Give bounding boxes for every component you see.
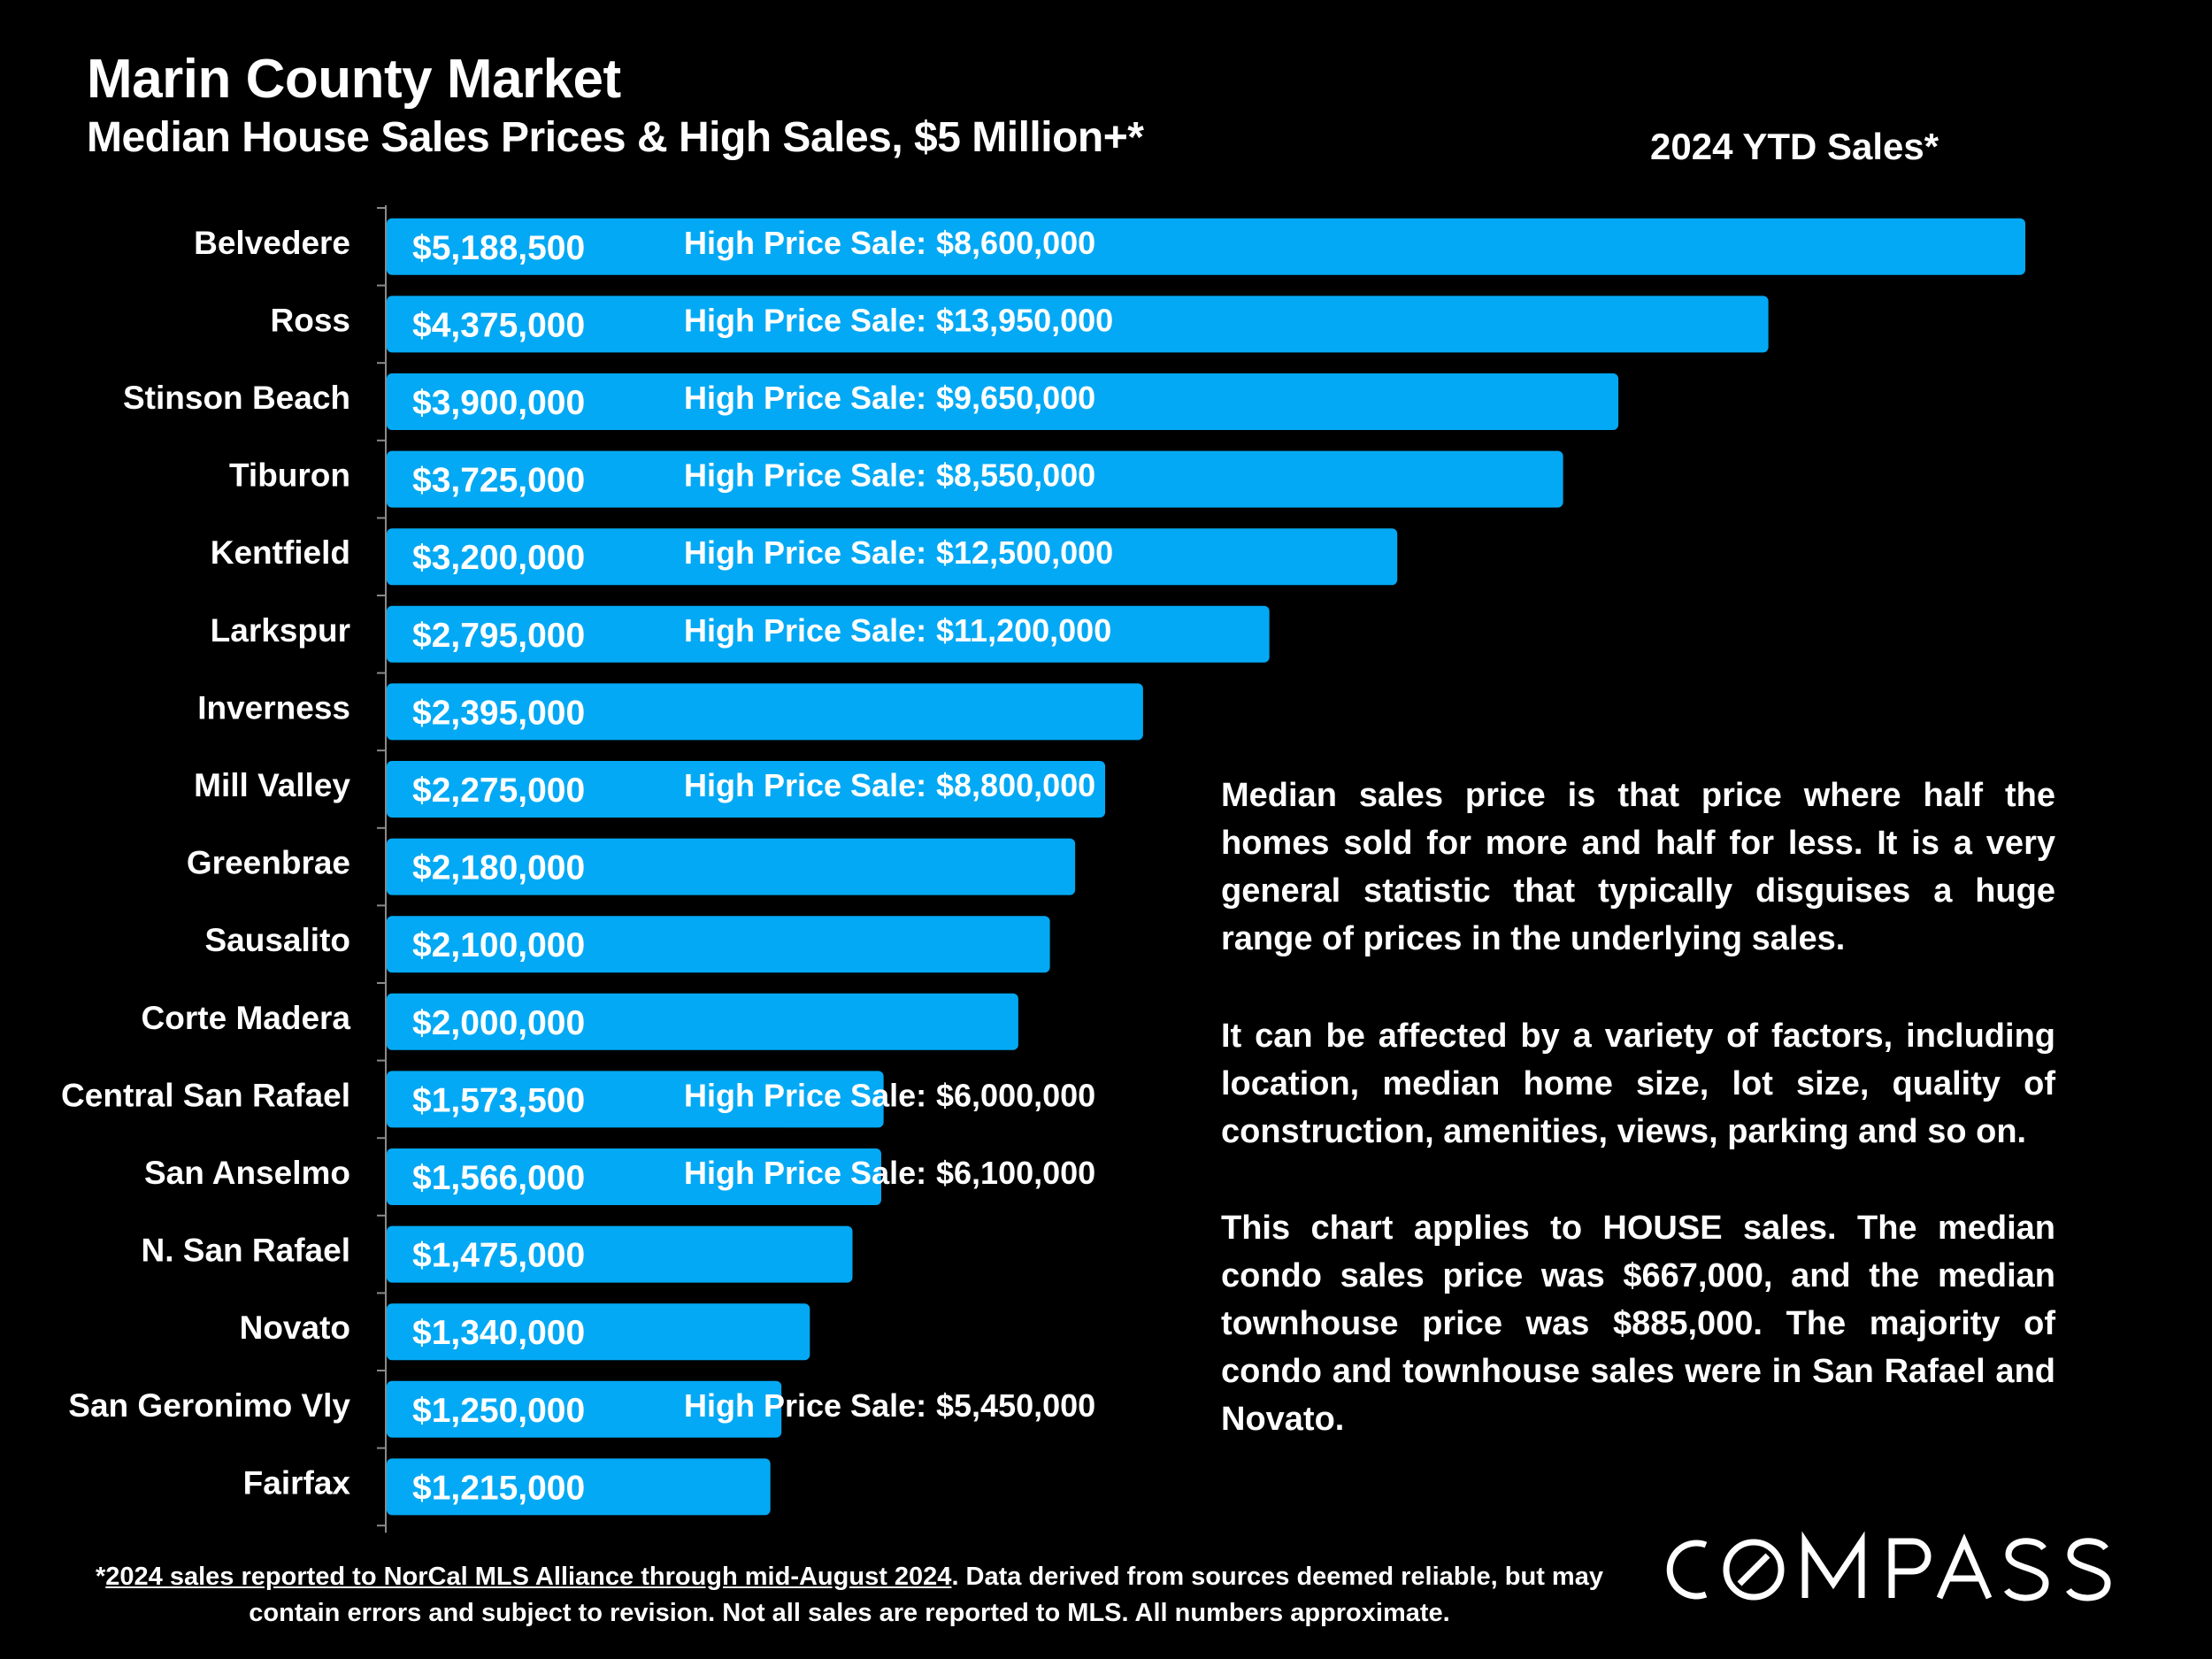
chart-labels: Belvedere $5,188,500 High Price Sale: $8,60… — [61, 225, 1113, 1508]
chart-axis — [377, 205, 387, 1533]
category-label: Ross — [271, 302, 350, 338]
high-sale-value: $12,500,000 — [936, 534, 1113, 571]
page-title: Marin County Market — [87, 49, 621, 110]
bar-larkspur — [387, 605, 1270, 663]
logo-o-needle — [1737, 1553, 1770, 1586]
logo-letter-s1 — [2004, 1538, 2049, 1601]
value-label: $1,566,000 — [412, 1159, 585, 1197]
value-label: $1,475,000 — [412, 1237, 585, 1275]
logo-letter-o — [1723, 1539, 1785, 1601]
category-label: Inverness — [197, 689, 350, 726]
value-label: $1,215,000 — [412, 1469, 585, 1507]
high-sale-prefix: High Price Sale: — [684, 1387, 926, 1424]
bar-san-geronimo-vly — [387, 1380, 782, 1438]
category-label: Novato — [240, 1310, 350, 1346]
category-label: Greenbrae — [187, 845, 350, 881]
high-sale-value: $5,450,000 — [936, 1387, 1095, 1424]
category-label: San Anselmo — [144, 1155, 350, 1191]
high-sale-prefix: High Price Sale: — [684, 612, 926, 649]
high-sale-value: $11,200,000 — [936, 612, 1111, 649]
category-label: Fairfax — [243, 1464, 351, 1501]
high-sale-prefix: High Price Sale: — [684, 302, 926, 338]
value-label: $4,375,000 — [412, 306, 585, 344]
category-label: Central San Rafael — [61, 1077, 350, 1113]
high-sale-prefix: High Price Sale: — [684, 225, 926, 261]
value-label: $2,795,000 — [412, 617, 585, 655]
high-sale-value: $8,800,000 — [936, 767, 1095, 803]
high-sale-prefix: High Price Sale: — [684, 1077, 926, 1113]
logo-letter-a — [1936, 1533, 1993, 1600]
value-label: $2,180,000 — [412, 849, 585, 887]
compass-logo — [1666, 1531, 2111, 1601]
high-sale-value: $6,100,000 — [936, 1155, 1095, 1191]
bar-stinson-beach — [387, 373, 1619, 430]
logo-letter-p — [1888, 1538, 1932, 1598]
bar-mill-valley — [387, 761, 1106, 818]
bar-tiburon — [387, 450, 1563, 508]
value-label: $1,250,000 — [412, 1392, 585, 1430]
bar-n-san-rafael — [387, 1225, 853, 1283]
note-factors: It can be affected by a variety of facto… — [1221, 1018, 2055, 1150]
footnote: *2024 sales reported to NorCal MLS Allia… — [80, 1559, 1619, 1632]
high-sale-value: $9,650,000 — [936, 380, 1095, 416]
logo-letter-m — [1801, 1531, 1865, 1598]
category-label: Tiburon — [229, 457, 350, 494]
value-label: $3,900,000 — [412, 384, 585, 422]
bar-fairfax — [387, 1458, 771, 1516]
chart-bars — [387, 218, 2025, 1516]
bar-central-san-rafael — [387, 1071, 884, 1128]
category-label: Mill Valley — [194, 767, 350, 803]
bar-inverness — [387, 683, 1143, 741]
bar-san-anselmo — [387, 1148, 881, 1205]
category-label: Corte Madera — [142, 1000, 351, 1036]
category-label: Stinson Beach — [123, 380, 350, 416]
high-sale-value: $8,550,000 — [936, 457, 1095, 494]
high-sale-prefix: High Price Sale: — [684, 1155, 926, 1191]
footnote-asterisk: * — [96, 1563, 106, 1591]
value-label: $3,725,000 — [412, 462, 585, 500]
category-label: Sausalito — [205, 922, 351, 958]
category-label: Belvedere — [194, 225, 350, 261]
high-sale-value: $6,000,000 — [936, 1077, 1095, 1113]
bar-greenbrae — [387, 838, 1076, 895]
bar-corte-madera — [387, 993, 1018, 1050]
bar-kentfield — [387, 528, 1398, 586]
category-label: Larkspur — [211, 612, 350, 649]
high-sale-prefix: High Price Sale: — [684, 457, 926, 494]
note-median-definition: Median sales price is that price where h… — [1221, 777, 2055, 957]
high-sale-value: $8,600,000 — [936, 225, 1095, 261]
logo-letter-s2 — [2066, 1538, 2111, 1601]
note-house-sales: This chart applies to HOUSE sales. The m… — [1221, 1210, 2055, 1438]
category-label: N. San Rafael — [142, 1233, 350, 1269]
bar-sausalito — [387, 916, 1050, 973]
page-subtitle: Median House Sales Prices & High Sales, … — [87, 114, 1144, 161]
bar-belvedere — [387, 218, 2025, 275]
footnote-disclaimer: . Data derived from sources deemed relia… — [249, 1563, 1603, 1627]
series-label: 2024 YTD Sales* — [1650, 126, 1939, 167]
value-label: $2,275,000 — [412, 772, 585, 810]
value-label: $2,000,000 — [412, 1004, 585, 1042]
value-label: $1,340,000 — [412, 1314, 585, 1352]
logo-letter-c — [1666, 1540, 1708, 1600]
footnote-source-link[interactable]: 2024 sales reported to NorCal MLS Allian… — [105, 1563, 952, 1591]
value-label: $3,200,000 — [412, 539, 585, 577]
bar-ross — [387, 296, 1769, 353]
high-sale-prefix: High Price Sale: — [684, 534, 926, 571]
value-label: $1,573,500 — [412, 1081, 585, 1119]
value-label: $5,188,500 — [412, 229, 585, 267]
category-label: San Geronimo Vly — [68, 1387, 350, 1424]
bar-novato — [387, 1303, 810, 1361]
high-sale-value: $13,950,000 — [936, 302, 1113, 338]
high-sale-prefix: High Price Sale: — [684, 380, 926, 416]
category-label: Kentfield — [211, 534, 350, 571]
value-label: $2,100,000 — [412, 926, 585, 964]
value-label: $2,395,000 — [412, 694, 585, 732]
high-sale-prefix: High Price Sale: — [684, 767, 926, 803]
